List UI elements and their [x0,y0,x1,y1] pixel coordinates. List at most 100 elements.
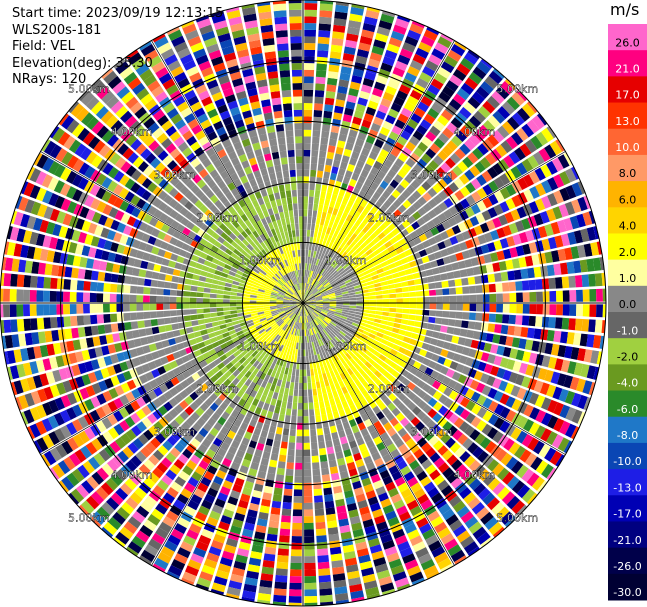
velocity-cell [344,406,352,415]
velocity-cell [397,136,408,146]
velocity-cell [340,233,347,242]
velocity-cell [272,494,282,502]
velocity-cell [309,300,317,302]
velocity-cell [588,273,596,287]
velocity-cell [476,294,483,303]
velocity-cell [223,378,232,387]
velocity-cell [415,315,423,322]
velocity-cell [42,235,52,248]
velocity-cell [369,544,383,554]
velocity-cell [423,336,432,344]
velocity-cell [521,280,530,291]
velocity-cell [443,398,454,409]
velocity-cell [495,86,510,100]
velocity-cell [310,169,317,177]
velocity-cell [475,312,483,321]
velocity-cell [320,278,327,285]
velocity-cell [277,365,283,373]
velocity-cell [309,301,317,303]
velocity-cell [157,114,169,127]
velocity-cell [228,270,236,277]
velocity-cell [245,333,253,339]
velocity-cell [500,324,509,335]
velocity-cell [154,376,165,386]
velocity-cell [78,504,90,517]
velocity-cell [95,406,107,419]
velocity-cell [236,303,244,307]
velocity-cell [553,190,564,204]
velocity-cell [284,353,289,361]
velocity-cell [336,231,343,240]
velocity-cell [43,277,51,289]
velocity-cell [178,437,190,448]
velocity-cell [342,114,353,123]
velocity-cell [196,354,205,363]
velocity-cell [209,443,219,453]
velocity-cell [460,511,474,524]
velocity-cell [130,194,141,206]
velocity-cell [303,116,312,124]
velocity-cell [263,292,271,296]
velocity-cell [189,205,199,215]
velocity-cell [495,144,508,158]
velocity-cell [593,366,600,380]
velocity-cell [570,246,580,259]
velocity-cell [285,325,290,332]
velocity-cell [376,332,384,338]
velocity-cell [360,398,368,407]
velocity-cell [359,242,368,250]
velocity-cell [346,135,356,145]
velocity-cell [75,484,90,499]
velocity-cell [329,540,341,549]
velocity-cell [495,506,510,520]
velocity-cell [531,254,540,266]
velocity-cell [237,333,246,340]
velocity-cell [255,276,263,282]
velocity-cell [427,253,436,262]
velocity-cell [320,218,325,226]
velocity-cell [347,570,360,580]
velocity-cell [205,255,214,262]
velocity-cell [53,180,65,194]
velocity-cell [312,348,317,356]
velocity-cell [26,215,37,230]
velocity-cell [367,346,376,354]
velocity-cell [304,336,307,343]
velocity-cell [553,263,562,276]
velocity-cell [218,383,227,392]
velocity-cell [216,248,225,256]
velocity-cell [130,285,138,294]
velocity-cell [402,262,411,270]
velocity-cell [250,292,258,296]
velocity-cell [330,384,336,392]
velocity-cell [321,309,329,313]
velocity-cell [416,470,428,482]
velocity-cell [336,388,344,397]
velocity-cell [201,528,214,540]
velocity-cell [540,329,549,341]
velocity-cell [468,459,481,472]
velocity-cell [213,357,222,366]
velocity-cell [153,174,164,185]
velocity-cell [395,351,404,360]
velocity-cell [424,367,434,376]
velocity-cell [59,341,68,354]
velocity-cell [89,292,97,302]
velocity-cell [352,410,360,419]
velocity-cell [280,322,287,329]
velocity-cell [382,294,390,299]
velocity-cell [77,177,89,190]
velocity-cell [125,330,134,340]
velocity-cell [156,288,164,295]
velocity-cell [179,185,190,196]
velocity-cell [313,290,320,296]
velocity-cell [369,295,377,300]
velocity-cell [201,564,216,576]
velocity-cell [249,303,257,306]
velocity-cell [448,98,462,111]
velocity-cell [422,213,432,223]
velocity-cell [581,319,590,332]
velocity-cell [174,442,185,453]
velocity-cell [278,279,285,286]
velocity-cell [116,284,124,293]
